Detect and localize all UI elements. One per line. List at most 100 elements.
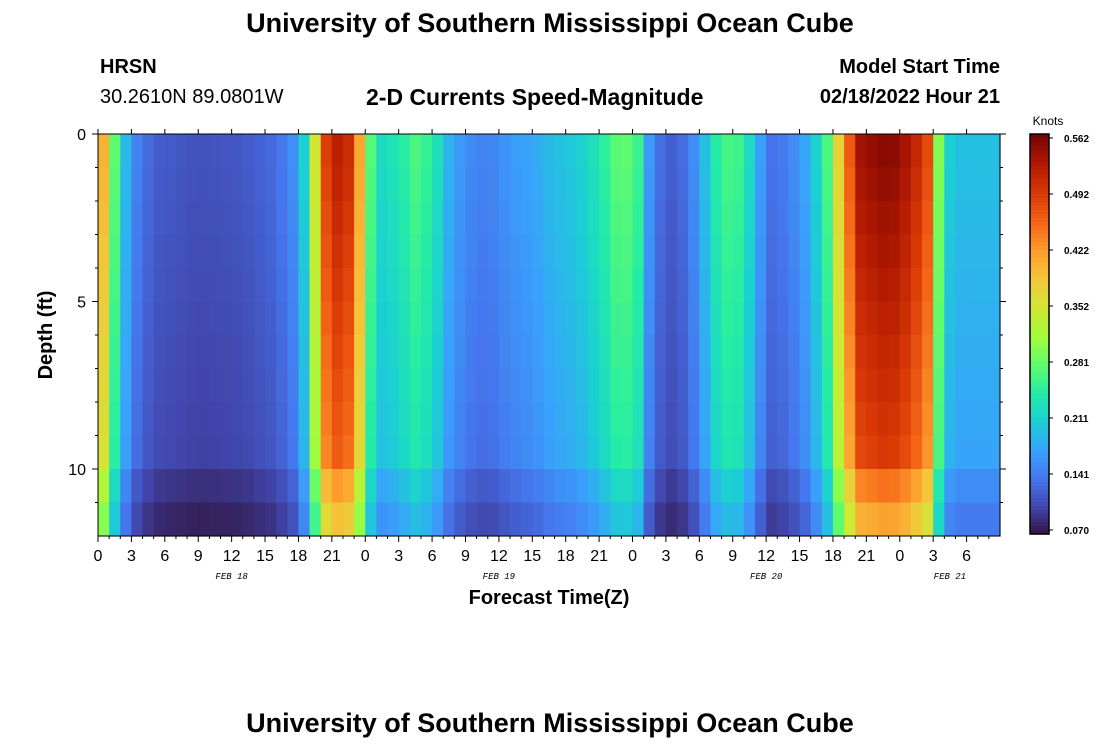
heatmap-cell: [543, 402, 556, 437]
heatmap-cell: [409, 234, 422, 269]
heatmap-cell: [777, 201, 790, 236]
heatmap-cell: [721, 234, 734, 269]
heatmap-cell: [743, 201, 756, 236]
heatmap-cell: [933, 402, 945, 437]
heatmap-cell: [376, 134, 389, 169]
heatmap-cell: [977, 201, 990, 236]
heatmap-cell: [387, 469, 400, 504]
heatmap-cell: [131, 502, 144, 537]
heatmap-cell: [866, 234, 879, 269]
heatmap-cell: [888, 268, 901, 303]
heatmap-cell: [944, 368, 957, 403]
heatmap-cell: [899, 167, 912, 202]
heatmap-cell: [465, 368, 478, 403]
heatmap-cell: [665, 435, 678, 470]
heatmap-cell: [298, 435, 311, 470]
x-tick-label: 3: [394, 548, 403, 565]
heatmap-cell: [899, 469, 912, 504]
heatmap-cell: [576, 335, 589, 370]
heatmap-cell: [209, 134, 222, 169]
heatmap-cell: [298, 234, 311, 269]
heatmap-cell: [175, 502, 188, 537]
heatmap-cell: [587, 201, 600, 236]
heatmap-cell: [732, 435, 745, 470]
heatmap-cell: [599, 402, 611, 437]
heatmap-cell: [988, 469, 1001, 504]
heatmap-cell: [955, 134, 968, 169]
heatmap-cell: [498, 167, 511, 202]
heatmap-cell: [120, 234, 133, 269]
heatmap-cell: [521, 167, 533, 202]
heatmap-cell: [677, 502, 689, 537]
heatmap-cell: [175, 335, 188, 370]
heatmap-cell: [832, 502, 845, 537]
heatmap-cell: [565, 234, 578, 269]
heatmap-cell: [855, 167, 867, 202]
heatmap-cell: [587, 134, 600, 169]
heatmap-cell: [621, 502, 634, 537]
model-start-label: Model Start Time: [839, 56, 1000, 78]
heatmap-cell: [665, 234, 678, 269]
heatmap-cell: [432, 502, 444, 537]
heatmap-cell: [120, 134, 133, 169]
heatmap-cell: [510, 469, 522, 504]
heatmap-cell: [265, 335, 277, 370]
colorbar-segment: [1030, 398, 1049, 403]
heatmap-cell: [888, 301, 901, 336]
heatmap-cell: [899, 268, 912, 303]
heatmap-cell: [498, 335, 511, 370]
heatmap-cell: [521, 368, 533, 403]
heatmap-cell: [164, 268, 177, 303]
heatmap-cell: [966, 167, 979, 202]
heatmap-cell: [944, 301, 957, 336]
heatmap-cell: [766, 234, 778, 269]
colorbar-label: Knots: [1033, 114, 1064, 128]
heatmap-cell: [977, 301, 990, 336]
colorbar-segment: [1030, 230, 1049, 235]
heatmap-cell: [276, 167, 288, 202]
heatmap-cell: [654, 335, 667, 370]
heatmap-cell: [98, 268, 110, 303]
colorbar-segment: [1030, 486, 1049, 491]
colorbar-segment: [1030, 350, 1049, 355]
heatmap-cell: [688, 234, 700, 269]
x-tick-label: 15: [791, 548, 809, 565]
heatmap-cell: [298, 368, 311, 403]
heatmap-cell: [643, 301, 656, 336]
heatmap-cell: [855, 201, 867, 236]
heatmap-cell: [532, 402, 545, 437]
heatmap-cell: [131, 234, 144, 269]
heatmap-cell: [777, 469, 790, 504]
colorbar-segment: [1030, 382, 1049, 387]
heatmap-cell: [855, 435, 867, 470]
colorbar-segment: [1030, 146, 1049, 151]
heatmap-cell: [643, 335, 656, 370]
heatmap-cell: [576, 402, 589, 437]
heatmap-cell: [710, 435, 723, 470]
heatmap-cell: [187, 502, 199, 537]
heatmap-cell: [977, 435, 990, 470]
heatmap-cell: [331, 167, 344, 202]
heatmap-cell: [743, 435, 756, 470]
heatmap-cell: [454, 402, 467, 437]
heatmap-cell: [766, 368, 778, 403]
colorbar-segment: [1030, 194, 1049, 199]
heatmap-cell: [365, 502, 377, 537]
heatmap-cell: [554, 435, 567, 470]
heatmap-cell: [187, 368, 199, 403]
heatmap-cell: [209, 234, 222, 269]
heatmap-cell: [331, 134, 344, 169]
heatmap-cell: [354, 435, 366, 470]
heatmap-cell: [677, 335, 689, 370]
heatmap-cell: [265, 301, 277, 336]
heatmap-cell: [899, 435, 912, 470]
heatmap-cell: [198, 134, 210, 169]
heatmap-cell: [320, 435, 333, 470]
colorbar-segment: [1030, 346, 1049, 351]
heatmap-cell: [98, 435, 110, 470]
heatmap-cell: [933, 301, 945, 336]
heatmap-cell: [944, 469, 957, 504]
heatmap-cell: [699, 201, 712, 236]
heatmap-cell: [131, 368, 144, 403]
heatmap-cell: [610, 301, 622, 336]
